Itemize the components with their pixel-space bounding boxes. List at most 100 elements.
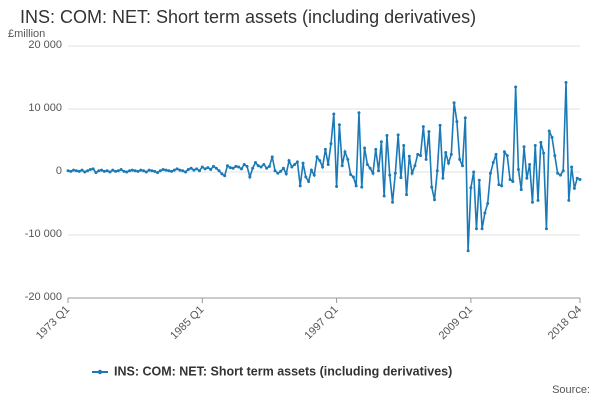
data-point — [564, 81, 568, 85]
data-point — [153, 169, 157, 173]
data-point — [102, 169, 106, 173]
data-point — [567, 198, 571, 202]
data-point — [142, 169, 146, 173]
data-point — [225, 164, 229, 168]
data-point — [130, 168, 134, 172]
data-point — [175, 167, 179, 171]
data-point — [77, 169, 81, 173]
y-tick-label: 20 000 — [28, 39, 62, 51]
legend-label: INS: COM: NET: Short term assets (includ… — [114, 364, 452, 378]
data-point — [357, 111, 361, 115]
data-point — [318, 159, 322, 163]
data-point — [220, 172, 224, 176]
data-point — [374, 147, 378, 151]
data-point — [458, 157, 462, 161]
data-point — [525, 176, 529, 180]
data-point — [469, 186, 473, 190]
data-point — [293, 162, 297, 166]
data-point — [547, 129, 551, 133]
y-tick-label: 10 000 — [28, 102, 62, 114]
data-point — [343, 150, 347, 154]
data-point — [158, 169, 162, 173]
y-tick-label: 0 — [56, 165, 62, 177]
data-point — [231, 166, 235, 170]
data-point — [128, 169, 132, 173]
data-point — [430, 185, 434, 189]
data-point — [315, 155, 319, 159]
data-point — [203, 167, 207, 171]
data-point — [477, 178, 481, 182]
data-point — [200, 165, 204, 169]
data-point — [349, 173, 353, 177]
y-tick-label: -20 000 — [25, 291, 62, 303]
data-point — [522, 145, 526, 149]
data-point — [480, 227, 484, 231]
data-point — [186, 167, 190, 171]
data-point — [561, 169, 565, 173]
data-point — [276, 171, 280, 175]
x-tick-label: 2018 Q4 — [546, 304, 584, 342]
data-point — [419, 154, 423, 158]
data-point — [116, 169, 120, 173]
data-point — [553, 154, 557, 158]
data-point — [150, 169, 154, 173]
data-point — [385, 133, 389, 137]
data-point — [488, 171, 492, 175]
data-point — [533, 144, 537, 148]
data-point — [170, 169, 174, 173]
data-point — [248, 175, 252, 179]
data-point — [491, 161, 495, 165]
data-point — [332, 112, 336, 116]
data-point — [172, 168, 176, 172]
data-point — [307, 179, 311, 183]
data-point — [393, 171, 397, 175]
data-point — [421, 125, 425, 129]
data-point — [466, 249, 470, 253]
x-tick-label: 1997 Q1 — [302, 304, 340, 342]
data-point — [74, 169, 78, 173]
data-point — [287, 159, 291, 163]
data-point — [284, 172, 288, 176]
data-point — [575, 176, 579, 180]
data-point — [530, 200, 534, 204]
data-point — [351, 175, 355, 179]
data-point — [500, 184, 504, 188]
data-point — [441, 176, 445, 180]
data-point — [402, 144, 406, 148]
data-point — [558, 173, 562, 177]
data-point — [298, 184, 302, 188]
data-point — [125, 170, 129, 174]
data-point — [365, 162, 369, 166]
data-point — [396, 133, 400, 137]
data-point — [447, 161, 451, 165]
data-point — [256, 164, 260, 168]
data-point — [114, 169, 118, 173]
data-point — [209, 167, 213, 171]
data-point — [570, 165, 574, 169]
data-point — [245, 164, 249, 168]
data-point — [281, 166, 285, 170]
data-point — [147, 168, 151, 172]
data-point — [368, 166, 372, 170]
data-point — [184, 170, 188, 174]
data-point — [508, 178, 512, 182]
source: Source: — [552, 384, 590, 396]
data-point — [270, 155, 274, 159]
data-point — [72, 168, 76, 172]
data-point — [519, 188, 523, 192]
data-point — [86, 169, 90, 173]
data-point — [354, 184, 358, 188]
x-tick-label: 1973 Q1 — [34, 304, 72, 342]
data-point — [83, 170, 87, 174]
data-point — [304, 175, 308, 179]
data-point — [279, 169, 283, 173]
data-point — [578, 178, 582, 182]
data-point — [251, 166, 255, 170]
data-point — [228, 166, 232, 170]
data-point — [505, 154, 509, 158]
data-point — [242, 162, 246, 166]
data-point — [91, 167, 95, 171]
data-point — [399, 176, 403, 180]
data-point — [206, 166, 210, 170]
data-point — [265, 166, 269, 170]
